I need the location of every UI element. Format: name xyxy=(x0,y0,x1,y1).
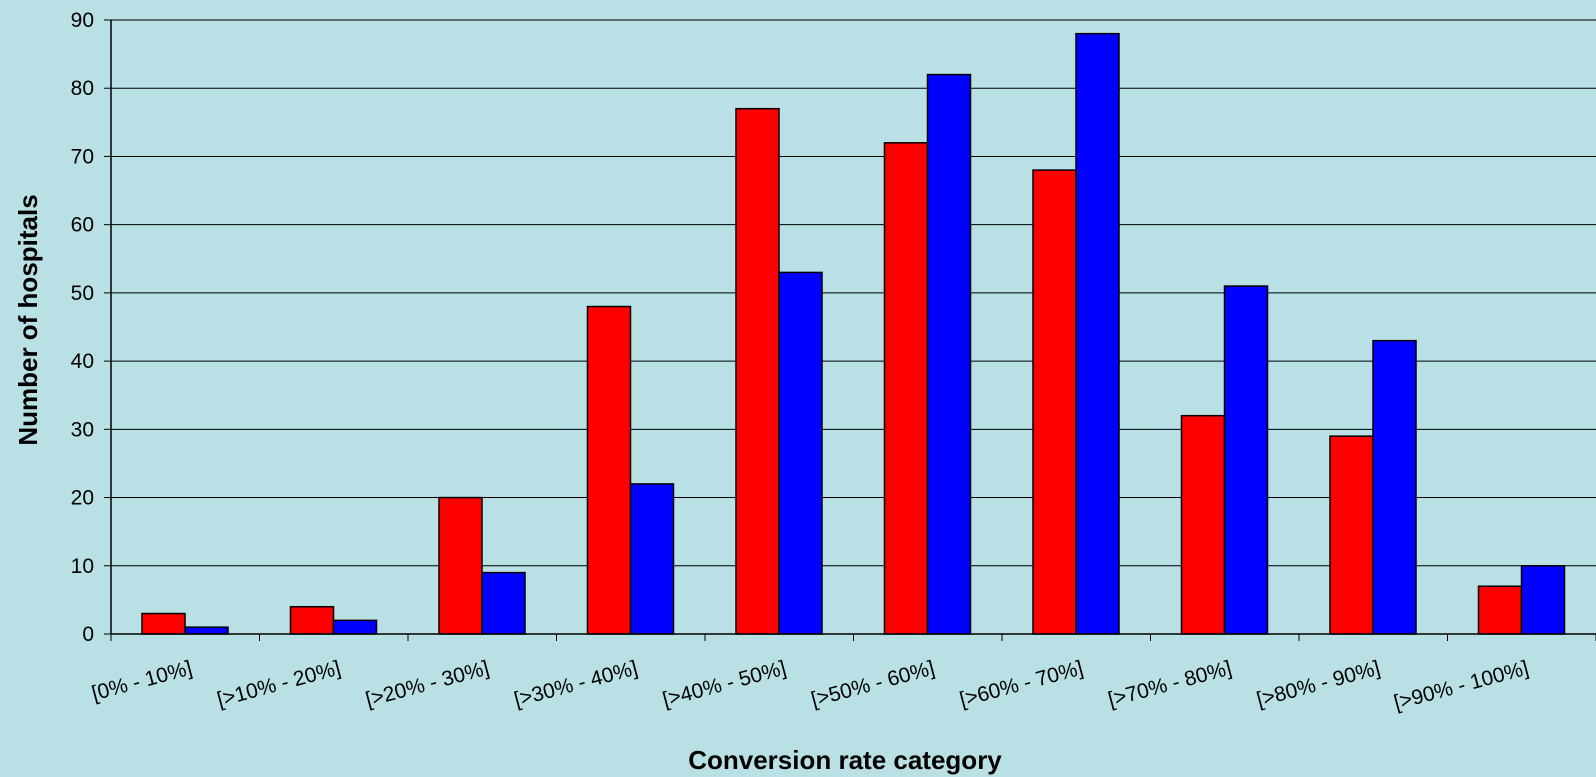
bar-series-2 xyxy=(481,571,526,635)
bar-series-2 xyxy=(1223,285,1269,635)
y-tick-label: 80 xyxy=(71,77,94,100)
x-tick-label: [>10% - 20%] xyxy=(215,657,343,712)
bar-series-1 xyxy=(1477,585,1523,635)
x-tick-label: [>20% - 30%] xyxy=(363,657,491,712)
y-tick-label: 10 xyxy=(71,555,94,578)
x-axis-title: Conversion rate category xyxy=(688,745,1002,775)
bar-series-1 xyxy=(1032,169,1077,635)
bar-series-1 xyxy=(883,142,929,635)
y-tick-label: 60 xyxy=(71,214,94,237)
x-tick-label: [>90% - 100%] xyxy=(1391,657,1531,715)
bar-series-2 xyxy=(629,483,675,635)
y-tick-label: 40 xyxy=(71,350,94,373)
bar-series-1 xyxy=(141,612,186,635)
y-tick-label: 0 xyxy=(82,623,94,646)
bar-series-2 xyxy=(1372,339,1417,635)
x-tick-label: [>30% - 40%] xyxy=(512,657,640,712)
x-tick-label: [>50% - 60%] xyxy=(809,657,937,712)
y-axis-title: Number of hospitals xyxy=(13,194,43,445)
gridlines xyxy=(111,19,1596,567)
x-tick-label: [>60% - 70%] xyxy=(957,657,1085,712)
bar-series-2 xyxy=(1520,565,1566,635)
bar-series-2 xyxy=(184,626,229,635)
bar-series-1 xyxy=(438,496,483,635)
bar-series-1 xyxy=(289,605,335,635)
y-tick-label: 90 xyxy=(71,9,94,32)
y-tick-label: 50 xyxy=(71,282,94,305)
bar-series-2 xyxy=(332,619,378,635)
y-tick-label: 30 xyxy=(71,418,94,441)
bars xyxy=(141,32,1566,635)
y-tick-label: 70 xyxy=(71,145,94,168)
bar-series-1 xyxy=(586,305,632,635)
x-tick-label: [>70% - 80%] xyxy=(1106,657,1234,712)
x-tick-label: [>80% - 90%] xyxy=(1254,657,1382,712)
bar-series-1 xyxy=(1180,414,1226,635)
y-tick-label: 20 xyxy=(71,487,94,510)
bar-series-2 xyxy=(926,73,972,635)
bar-series-2 xyxy=(1075,32,1120,635)
x-tick-label: [>40% - 50%] xyxy=(660,657,788,712)
bar-series-2 xyxy=(778,271,823,635)
x-tick-label: [0% - 10%] xyxy=(89,657,194,706)
bar-series-1 xyxy=(735,107,780,635)
bar-series-1 xyxy=(1329,435,1374,635)
